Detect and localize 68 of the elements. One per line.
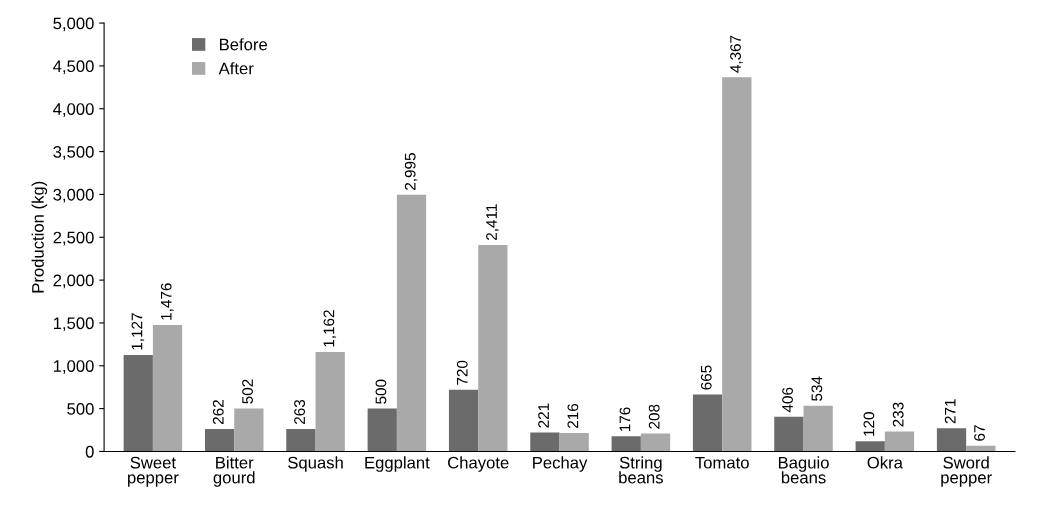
data-label: 4,367 xyxy=(730,35,743,73)
data-label: 216 xyxy=(567,403,579,428)
x-tick-label: Tomato xyxy=(695,456,749,469)
bar xyxy=(692,394,723,452)
x-tick-label: Bitter gourd xyxy=(213,456,255,487)
x-tick-label: Sword pepper xyxy=(941,456,992,487)
data-label: 233 xyxy=(892,402,904,427)
bar xyxy=(396,194,427,452)
bar xyxy=(234,408,264,452)
data-label: 665 xyxy=(700,365,712,390)
y-tick-label: 4,500 xyxy=(53,60,94,75)
y-tick-label: 3,500 xyxy=(53,145,94,160)
bar xyxy=(722,77,752,452)
bar xyxy=(478,244,508,452)
data-label: 502 xyxy=(242,379,253,404)
y-tick-label: 1,500 xyxy=(53,317,94,332)
y-tick-label: 500 xyxy=(67,403,94,415)
data-label: 2,411 xyxy=(486,204,499,240)
y-axis-title: Production (kg) xyxy=(31,181,48,293)
y-tick-label: 1,000 xyxy=(53,360,94,374)
bar xyxy=(123,354,153,452)
x-tick-label: Okra xyxy=(867,456,903,469)
x-tick-label: Pechay xyxy=(533,456,588,472)
bar xyxy=(530,432,560,452)
bar xyxy=(204,428,235,452)
data-label: 67 xyxy=(974,425,985,441)
y-tick-label: 2,000 xyxy=(53,274,94,289)
x-tick-label: Baguio beans xyxy=(778,456,829,484)
bar xyxy=(152,324,183,452)
bar xyxy=(367,408,397,452)
y-tick-label: 0 xyxy=(85,445,94,458)
data-label: 1,127 xyxy=(131,313,145,350)
bar xyxy=(286,428,316,452)
y-tick-label: 5,000 xyxy=(53,17,94,32)
data-label: 208 xyxy=(648,404,660,429)
bar xyxy=(884,431,915,452)
legend-label: After xyxy=(218,62,254,75)
bar xyxy=(315,351,345,452)
x-tick-label: Sweet pepper xyxy=(128,456,179,487)
data-label: 534 xyxy=(811,376,823,401)
data-label: 271 xyxy=(944,399,956,424)
x-tick-label: String beans xyxy=(619,456,663,484)
data-label: 263 xyxy=(294,399,306,424)
data-label: 120 xyxy=(863,412,875,436)
bar xyxy=(611,436,641,452)
bar xyxy=(803,405,833,452)
data-label: 500 xyxy=(375,379,387,404)
bar xyxy=(448,389,479,452)
x-tick-label: Squash xyxy=(288,456,343,472)
x-tick-label: Eggplant xyxy=(365,456,430,472)
y-tick-label: 2,500 xyxy=(53,231,94,246)
data-label: 176 xyxy=(619,407,631,432)
bar xyxy=(774,416,804,452)
data-label: 406 xyxy=(782,387,793,413)
data-label: 1,162 xyxy=(323,310,337,347)
data-label: 262 xyxy=(212,400,224,425)
bar xyxy=(640,433,671,452)
x-tick-label: Chayote xyxy=(448,456,509,472)
data-label: 720 xyxy=(456,360,468,385)
bar xyxy=(855,441,885,452)
data-label: 2,995 xyxy=(404,153,418,190)
y-tick-label: 3,000 xyxy=(53,188,94,203)
bar xyxy=(559,432,589,452)
legend-label: Before xyxy=(220,38,267,51)
bar xyxy=(936,428,967,452)
y-tick-label: 4,000 xyxy=(53,103,94,117)
data-label: 221 xyxy=(538,403,549,428)
data-label: 1,476 xyxy=(160,283,174,320)
